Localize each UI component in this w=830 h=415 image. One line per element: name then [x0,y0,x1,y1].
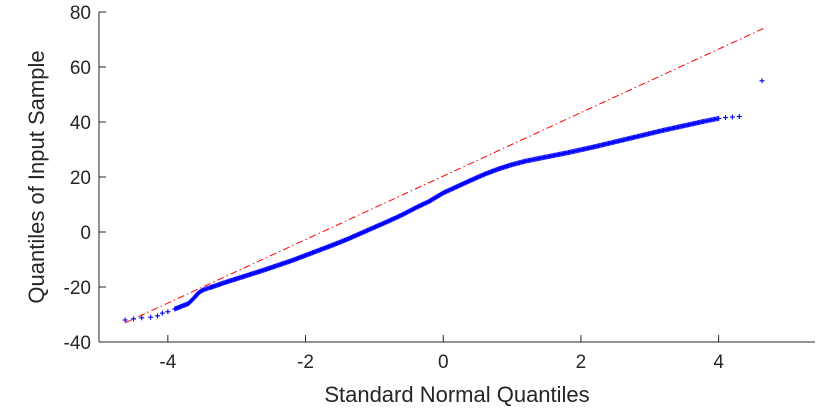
data-point [130,316,136,322]
data-point [159,310,165,316]
y-ticks: -40 -20 0 20 40 60 80 [64,3,106,354]
y-tick-label: 60 [70,58,91,79]
y-tick-label: 40 [70,113,91,134]
axes [98,12,815,343]
data-point [148,314,154,320]
data-points [122,78,765,323]
y-tick-label: 0 [80,223,91,244]
data-point [155,313,161,319]
data-point [759,78,765,84]
x-tick-label: 4 [713,352,724,373]
data-point [165,309,171,315]
data-point [736,114,742,119]
x-tick-label: 0 [438,352,449,373]
y-tick-label: -40 [64,333,91,354]
data-point [723,115,728,121]
x-ticks: -4 -2 0 2 4 [159,335,724,373]
data-point [729,114,735,120]
y-axis-label: Quantiles of Input Sample [24,50,49,303]
y-tick-label: 80 [70,3,91,24]
data-point [716,115,722,121]
y-tick-label: -20 [64,278,91,299]
x-tick-label: 2 [576,352,587,373]
y-tick-label: 20 [70,168,91,189]
x-tick-label: -4 [159,352,176,373]
reference-line-path [124,28,764,324]
data-point [139,315,145,321]
reference-line [124,28,764,324]
data-point [122,317,128,323]
x-tick-label: -2 [297,352,314,373]
x-axis-label: Standard Normal Quantiles [324,382,589,407]
